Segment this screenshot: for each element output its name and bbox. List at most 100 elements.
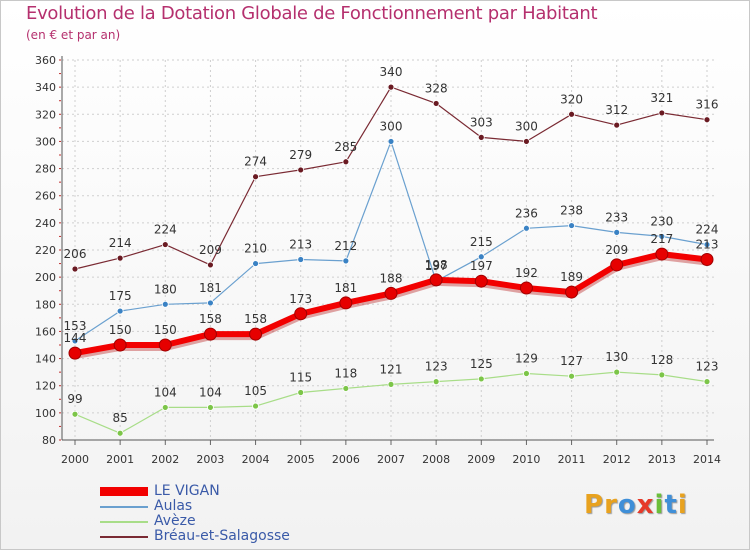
data-label-aulas: 181 xyxy=(199,281,222,295)
data-label-aulas: 233 xyxy=(605,210,628,224)
legend-label: Avèze xyxy=(154,513,196,529)
data-label-le-vigan: 197 xyxy=(470,259,493,273)
data-label-av-ze: 105 xyxy=(244,384,267,398)
data-label-br-au-et-salagosse: 285 xyxy=(334,140,357,154)
y-tick-label: 160 xyxy=(35,325,56,338)
point-br-au-et-salagosse xyxy=(297,166,305,174)
point-br-au-et-salagosse xyxy=(71,265,79,273)
point-br-au-et-salagosse xyxy=(703,116,711,124)
data-label-aulas: 215 xyxy=(470,235,493,249)
data-label-le-vigan: 150 xyxy=(154,323,177,337)
x-tick-label: 2008 xyxy=(422,453,450,466)
legend-swatch xyxy=(100,521,148,523)
point-aulas xyxy=(703,241,711,248)
data-label-av-ze: 125 xyxy=(470,357,493,371)
point-av-ze xyxy=(71,410,79,418)
data-label-aulas: 238 xyxy=(560,204,583,218)
data-label-le-vigan: 192 xyxy=(515,266,538,280)
data-label-av-ze: 85 xyxy=(113,411,128,425)
logo-letter: P xyxy=(584,490,605,520)
data-label-le-vigan: 181 xyxy=(334,281,357,295)
y-tick-label: 100 xyxy=(35,407,56,420)
point-aulas xyxy=(252,260,259,267)
data-label-le-vigan: 189 xyxy=(560,270,583,284)
point-av-ze xyxy=(568,372,575,380)
point-br-au-et-salagosse xyxy=(568,110,575,118)
x-tick-label: 2005 xyxy=(287,453,315,466)
data-label-br-au-et-salagosse: 316 xyxy=(696,98,719,112)
data-label-br-au-et-salagosse: 300 xyxy=(515,119,538,133)
x-tick-label: 2010 xyxy=(512,453,540,466)
point-br-au-et-salagosse xyxy=(116,254,124,262)
data-label-le-vigan: 173 xyxy=(289,292,312,306)
legend-swatch xyxy=(100,536,148,538)
point-aulas xyxy=(342,257,350,265)
point-av-ze xyxy=(523,370,530,377)
point-br-au-et-salagosse xyxy=(387,83,395,91)
point-le-vigan xyxy=(113,338,127,352)
y-tick-label: 340 xyxy=(35,81,56,94)
y-tick-label: 140 xyxy=(35,353,56,366)
data-label-aulas: 213 xyxy=(289,238,312,252)
y-tick-label: 120 xyxy=(35,380,56,393)
data-label-aulas: 180 xyxy=(154,282,177,296)
point-av-ze xyxy=(613,368,621,376)
logo-letter: i xyxy=(654,490,665,520)
x-tick-label: 2013 xyxy=(648,453,676,466)
series-layer xyxy=(68,83,714,437)
data-label-aulas: 153 xyxy=(64,319,87,333)
logo-letter: x xyxy=(636,490,655,520)
data-label-br-au-et-salagosse: 321 xyxy=(650,91,673,105)
x-tick-label: 2006 xyxy=(332,453,360,466)
chart-title: Evolution de la Dotation Globale de Fonc… xyxy=(26,3,598,24)
y-tick-label: 260 xyxy=(35,190,56,203)
point-le-vigan xyxy=(610,258,624,272)
point-aulas xyxy=(161,300,169,308)
data-label-av-ze: 104 xyxy=(199,385,222,399)
data-label-av-ze: 121 xyxy=(380,362,403,376)
point-aulas xyxy=(387,138,395,145)
point-le-vigan xyxy=(158,338,172,352)
data-label-av-ze: 123 xyxy=(696,360,719,374)
point-av-ze xyxy=(297,389,305,396)
point-le-vigan xyxy=(519,281,533,295)
data-label-av-ze: 118 xyxy=(334,366,357,380)
data-label-le-vigan: 198 xyxy=(425,258,448,272)
axes: 80 100 120 140 160 180 200 220 240 260 280 300 320 34… xyxy=(35,54,721,466)
y-tick-label: 200 xyxy=(35,271,56,284)
point-br-au-et-salagosse xyxy=(477,133,485,141)
logo-letter: i xyxy=(677,490,688,520)
data-label-aulas: 212 xyxy=(334,239,357,253)
y-tick-label: 280 xyxy=(35,163,56,176)
legend-swatch xyxy=(100,506,148,508)
point-av-ze xyxy=(116,429,124,437)
point-aulas xyxy=(613,228,621,236)
data-label-le-vigan: 150 xyxy=(109,323,132,337)
point-le-vigan xyxy=(68,346,82,360)
point-br-au-et-salagosse xyxy=(207,261,214,269)
y-tick-label: 300 xyxy=(35,135,56,148)
legend-label: Bréau-et-Salagosse xyxy=(154,528,290,544)
data-label-br-au-et-salagosse: 320 xyxy=(560,92,583,106)
x-tick-label: 2011 xyxy=(558,453,586,466)
chart-subtitle: (en € et par an) xyxy=(26,28,121,42)
x-tick-label: 2012 xyxy=(603,453,631,466)
point-av-ze xyxy=(432,378,440,386)
logo-letter: r xyxy=(604,490,618,520)
data-label-av-ze: 130 xyxy=(605,350,628,364)
point-le-vigan xyxy=(249,327,263,341)
data-label-aulas: 210 xyxy=(244,242,267,256)
point-av-ze xyxy=(387,380,395,388)
point-le-vigan xyxy=(339,296,353,310)
point-av-ze xyxy=(161,404,169,411)
point-le-vigan xyxy=(429,273,443,287)
point-br-au-et-salagosse xyxy=(523,138,530,145)
point-le-vigan xyxy=(474,274,488,288)
y-tick-label: 320 xyxy=(35,108,56,121)
point-br-au-et-salagosse xyxy=(613,121,621,129)
x-tick-label: 2014 xyxy=(693,453,721,466)
x-tick-label: 2009 xyxy=(467,453,495,466)
data-label-aulas: 236 xyxy=(515,206,538,220)
point-br-au-et-salagosse xyxy=(342,158,350,166)
